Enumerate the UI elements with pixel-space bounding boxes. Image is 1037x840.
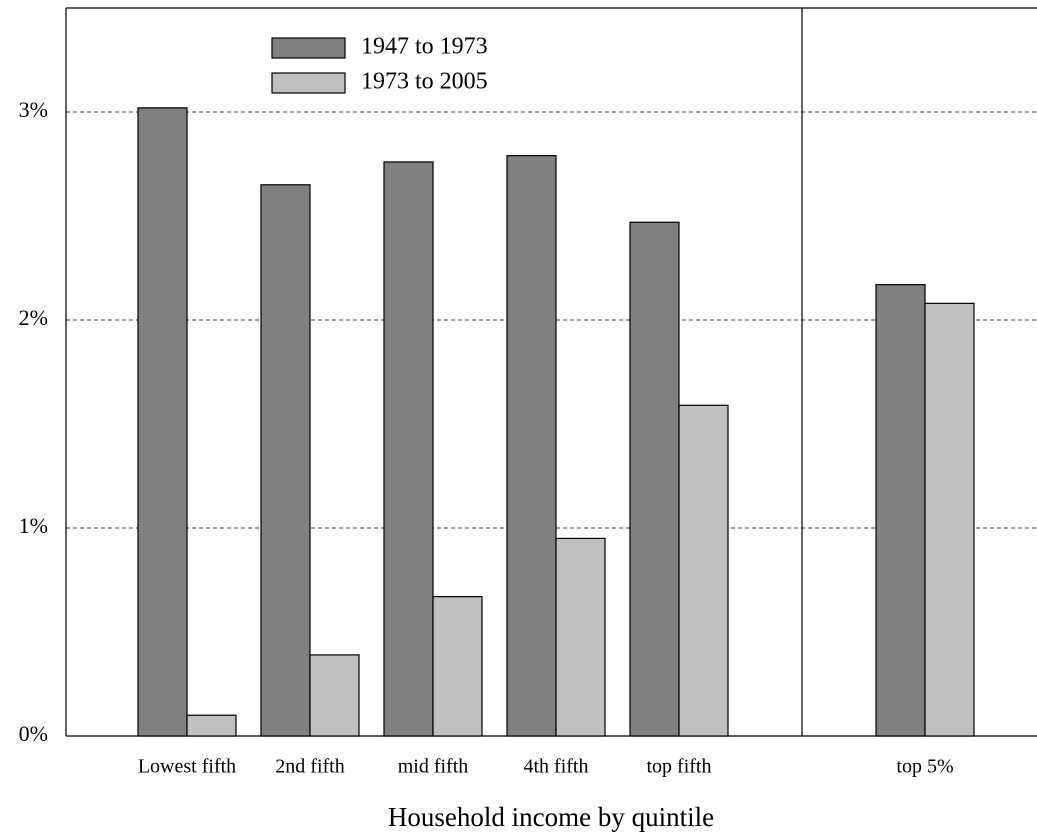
y-tick-label: 2%: [19, 305, 48, 330]
x-tick-label: top fifth: [647, 756, 712, 778]
y-tick-label: 3%: [19, 97, 48, 122]
bar: [137, 107, 188, 737]
x-tick-label: Lowest fifth: [138, 756, 236, 778]
x-axis-label: Household income by quintile: [388, 802, 714, 832]
bar: [924, 302, 975, 737]
legend-swatch: [271, 72, 346, 94]
legend-label: 1947 to 1973: [361, 34, 488, 60]
x-tick-label: 2nd fifth: [275, 756, 344, 778]
y-tick-label: 0%: [19, 721, 48, 746]
bar: [260, 184, 311, 737]
y-tick-label: 1%: [19, 513, 48, 538]
bar: [629, 221, 680, 737]
x-tick-label: top 5%: [896, 756, 953, 778]
bar: [309, 654, 360, 737]
bar: [186, 714, 237, 737]
x-tick-label: mid fifth: [398, 756, 469, 778]
bar: [875, 284, 926, 737]
bar: [432, 596, 483, 737]
x-tick-label: 4th fifth: [524, 756, 589, 778]
bar: [383, 161, 434, 737]
bar: [555, 537, 606, 737]
bar: [678, 404, 729, 737]
legend-label: 1973 to 2005: [361, 69, 488, 95]
bar: [506, 155, 557, 737]
legend-swatch: [271, 37, 346, 59]
